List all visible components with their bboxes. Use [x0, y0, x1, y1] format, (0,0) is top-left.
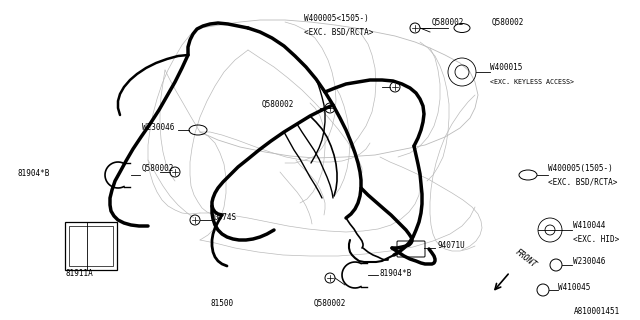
Text: 0474S: 0474S — [213, 213, 236, 222]
Text: <EXC. BSD/RCTA>: <EXC. BSD/RCTA> — [548, 178, 618, 187]
Text: Q580002: Q580002 — [314, 299, 346, 308]
Text: <EXC. BSD/RCTA>: <EXC. BSD/RCTA> — [304, 28, 373, 36]
Bar — [69, 226, 113, 266]
Text: <EXC. HID>: <EXC. HID> — [573, 235, 620, 244]
Text: W410044: W410044 — [573, 220, 605, 229]
Text: 81911A: 81911A — [65, 268, 93, 277]
Text: <EXC. KEYLESS ACCESS>: <EXC. KEYLESS ACCESS> — [490, 79, 574, 85]
Text: W230046: W230046 — [573, 258, 605, 267]
Text: A810001451: A810001451 — [573, 308, 620, 316]
Text: W400005<1505-): W400005<1505-) — [304, 13, 369, 22]
Text: W400015: W400015 — [490, 63, 522, 73]
Text: W230046: W230046 — [142, 123, 174, 132]
Text: 81904*B: 81904*B — [18, 170, 51, 179]
Text: W410045: W410045 — [558, 284, 590, 292]
Text: W400005(1505-): W400005(1505-) — [548, 164, 612, 172]
Text: 81904*B: 81904*B — [380, 268, 412, 277]
Text: 94071U: 94071U — [437, 242, 465, 251]
Text: Q580002: Q580002 — [262, 100, 294, 108]
Text: Q580002: Q580002 — [492, 18, 524, 27]
Text: Q580002: Q580002 — [432, 18, 465, 27]
Text: 81500: 81500 — [211, 299, 234, 308]
Text: Q580002: Q580002 — [142, 164, 174, 172]
Text: FRONT: FRONT — [513, 248, 538, 270]
Bar — [65, 222, 117, 270]
